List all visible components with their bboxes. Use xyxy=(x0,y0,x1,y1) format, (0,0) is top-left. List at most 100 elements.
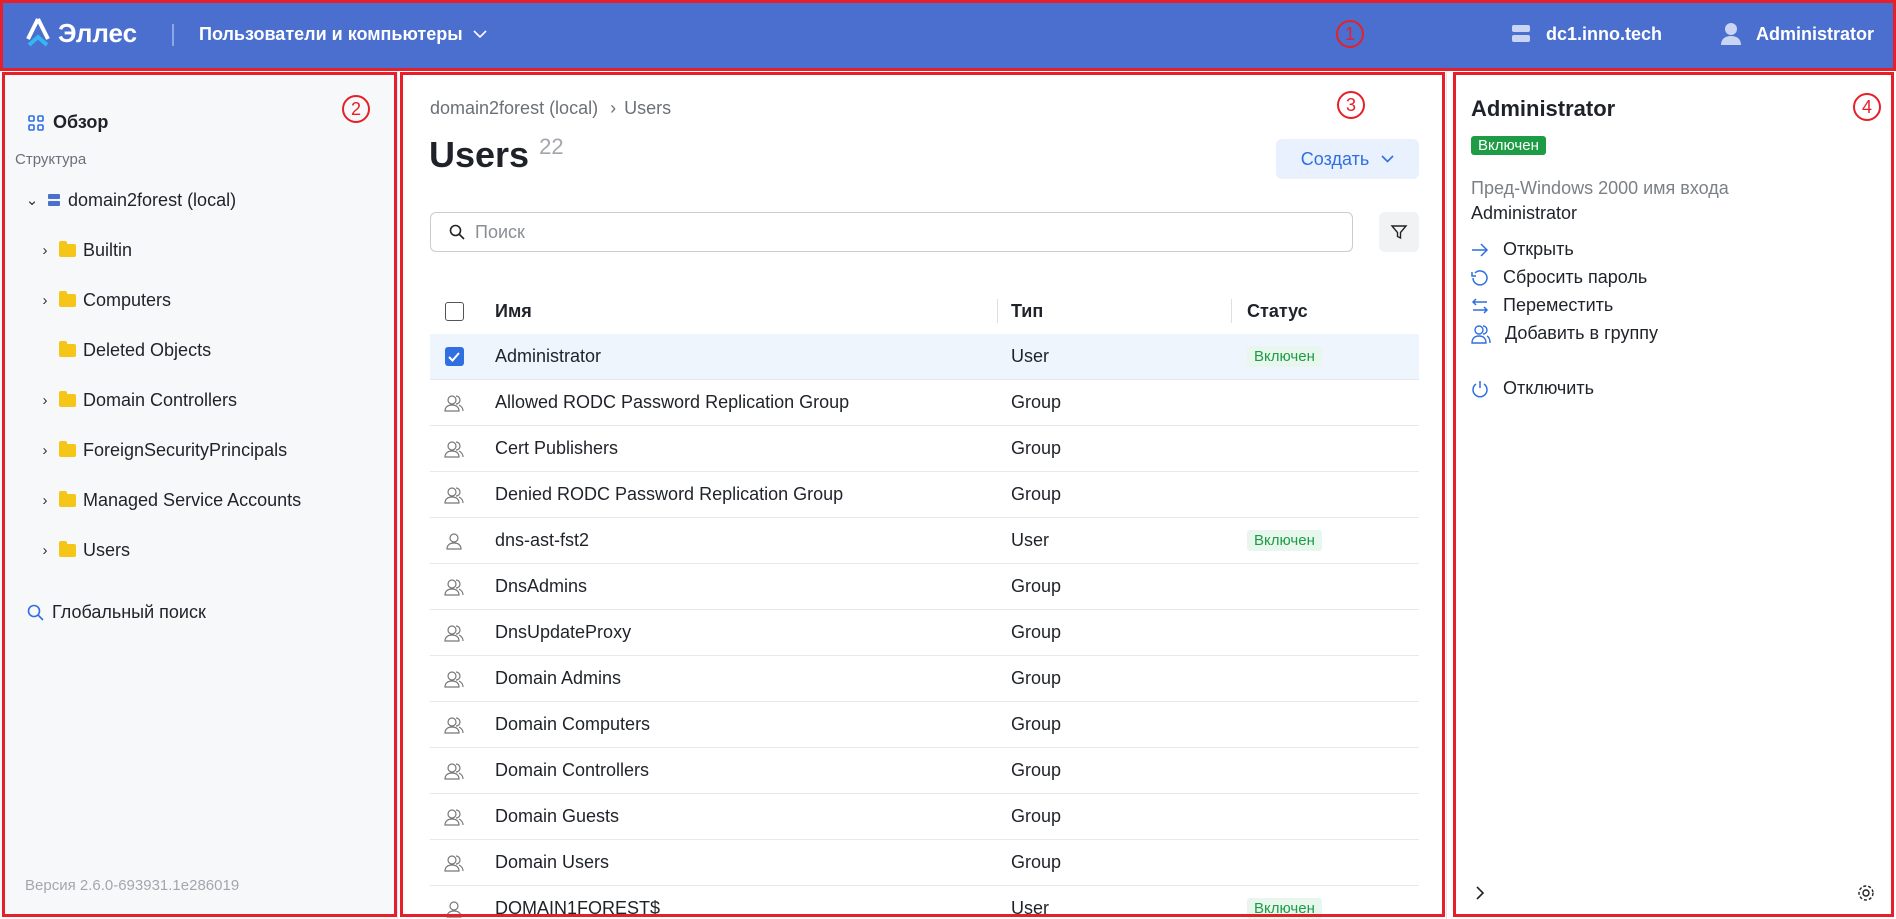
folder-icon xyxy=(59,540,76,557)
cell-type: Group xyxy=(1011,392,1062,412)
table-row[interactable]: Domain Users Group xyxy=(430,840,1419,886)
action-disable[interactable]: Отключить xyxy=(1471,378,1594,399)
table-row[interactable]: Cert Publishers Group xyxy=(430,426,1419,472)
table-row[interactable]: Domain Admins Group xyxy=(430,656,1419,702)
chevron-down-icon[interactable]: ⌄ xyxy=(25,192,39,209)
table-row[interactable]: Domain Guests Group xyxy=(430,794,1419,840)
domain-icon xyxy=(48,194,60,206)
tree-root[interactable]: ⌄ domain2forest (local) xyxy=(22,182,236,218)
overview-label: Обзор xyxy=(53,112,109,132)
cell-type: Group xyxy=(1011,438,1062,458)
cell-name: Denied RODC Password Replication Group xyxy=(495,484,844,504)
table-row[interactable]: Domain Controllers Group xyxy=(430,748,1419,794)
group-icon xyxy=(444,808,464,826)
filter-icon xyxy=(1390,225,1408,240)
chevron-down-icon xyxy=(1381,155,1394,163)
cell-name: Domain Controllers xyxy=(495,760,650,780)
reset-icon xyxy=(1471,269,1488,286)
tree-item[interactable]: › Builtin xyxy=(35,232,133,268)
chevron-right-icon[interactable]: › xyxy=(42,491,48,509)
arrow-right-icon xyxy=(1472,242,1489,257)
tree-item[interactable]: › Users xyxy=(35,532,131,568)
column-divider[interactable] xyxy=(1231,299,1232,323)
folder-icon xyxy=(59,440,76,457)
cell-name: Domain Admins xyxy=(495,668,622,688)
version-label: Версия 2.6.0-693931.1e286019 xyxy=(25,877,240,894)
chevron-right-icon[interactable]: › xyxy=(42,291,48,309)
select-all-checkbox[interactable] xyxy=(444,301,464,321)
filter-button[interactable] xyxy=(1379,212,1419,252)
user-name: Administrator xyxy=(1756,23,1875,44)
status-badge: Включен xyxy=(1247,898,1322,919)
chevron-right-icon[interactable] xyxy=(1475,885,1485,901)
table-row[interactable]: DnsAdmins Group xyxy=(430,564,1419,610)
search-input[interactable]: Поиск xyxy=(430,212,1353,252)
cell-type: Group xyxy=(1011,806,1062,826)
status-badge: Включен xyxy=(1471,136,1546,155)
tree-item[interactable]: › ForeignSecurityPrincipals xyxy=(35,432,288,468)
cell-type: Group xyxy=(1011,576,1062,596)
cell-type: Group xyxy=(1011,668,1062,688)
chevron-right-icon[interactable]: › xyxy=(42,241,48,259)
status-badge: Включен xyxy=(1247,530,1322,551)
tree-item[interactable]: Deleted Objects xyxy=(35,332,211,368)
create-label: Создать xyxy=(1300,148,1370,169)
grid-icon xyxy=(28,114,44,131)
brand-name: Эллес xyxy=(58,18,138,48)
tree-item-label: ForeignSecurityPrincipals xyxy=(83,439,288,460)
action-open[interactable]: Открыть xyxy=(1471,239,1574,260)
table-row[interactable]: Denied RODC Password Replication Group Gr… xyxy=(430,472,1419,518)
chevron-right-icon[interactable]: › xyxy=(42,541,48,559)
table-row[interactable]: Allowed RODC Password Replication Group G… xyxy=(430,380,1419,426)
user-icon xyxy=(446,900,462,918)
gear-icon[interactable] xyxy=(1857,884,1875,902)
power-icon xyxy=(1472,380,1488,397)
search-icon xyxy=(449,224,465,240)
tree-item[interactable]: › Managed Service Accounts xyxy=(35,482,302,518)
cell-name: Administrator xyxy=(495,346,602,366)
create-button[interactable]: Создать xyxy=(1276,139,1419,179)
table-row[interactable]: DOMAIN1FOREST$ User Включен xyxy=(430,886,1419,919)
folder-icon xyxy=(59,340,76,357)
tree-item[interactable]: › Computers xyxy=(35,282,172,318)
table-row[interactable]: dns-ast-fst2 User Включен xyxy=(430,518,1419,564)
global-search-link[interactable]: Глобальный поиск xyxy=(27,602,206,623)
row-checkbox[interactable] xyxy=(444,347,464,366)
tree-item-label: Builtin xyxy=(83,239,133,260)
chevron-right-icon[interactable]: › xyxy=(42,391,48,409)
column-name[interactable]: Имя xyxy=(495,300,532,321)
action-add-to-group[interactable]: Добавить в группу xyxy=(1471,323,1658,344)
column-divider[interactable] xyxy=(997,299,998,323)
divider xyxy=(172,24,174,46)
action-reset-password[interactable]: Сбросить пароль xyxy=(1471,267,1647,288)
field-label: Пред-Windows 2000 имя входа xyxy=(1471,178,1729,198)
cell-type: Group xyxy=(1011,714,1062,734)
table-row[interactable]: DnsUpdateProxy Group xyxy=(430,610,1419,656)
search-icon xyxy=(27,604,44,621)
chevron-right-icon: › xyxy=(610,98,617,118)
action-move[interactable]: Переместить xyxy=(1471,295,1613,316)
server-indicator[interactable]: dc1.inno.tech xyxy=(1510,23,1662,45)
action-label: Отключить xyxy=(1503,378,1594,398)
page-title: Users 22 xyxy=(429,134,564,176)
group-icon xyxy=(444,854,464,872)
tree-item[interactable]: › Domain Controllers xyxy=(35,382,238,418)
table-header: Имя Тип Статус xyxy=(430,288,1419,334)
user-menu[interactable]: Administrator xyxy=(1720,22,1874,46)
table-row[interactable]: Domain Computers Group xyxy=(430,702,1419,748)
chevron-right-icon[interactable]: › xyxy=(42,441,48,459)
server-icon xyxy=(1512,25,1530,42)
top-bar: Эллес Пользователи и компьютеры dc1.inno… xyxy=(0,0,1896,70)
column-type[interactable]: Тип xyxy=(1011,300,1044,321)
search-placeholder: Поиск xyxy=(475,221,525,242)
module-selector[interactable]: Пользователи и компьютеры xyxy=(199,24,487,45)
tree-item-label: Computers xyxy=(83,289,172,310)
table-row[interactable]: Administrator User Включен xyxy=(430,334,1419,380)
column-status[interactable]: Статус xyxy=(1247,300,1308,321)
group-icon xyxy=(1471,324,1491,344)
sidebar-item-overview[interactable]: Обзор xyxy=(28,112,108,133)
folder-icon xyxy=(59,390,76,407)
breadcrumb-item[interactable]: domain2forest (local) xyxy=(430,98,599,118)
cell-name: Cert Publishers xyxy=(495,438,619,458)
tree-root-label: domain2forest (local) xyxy=(68,189,237,210)
